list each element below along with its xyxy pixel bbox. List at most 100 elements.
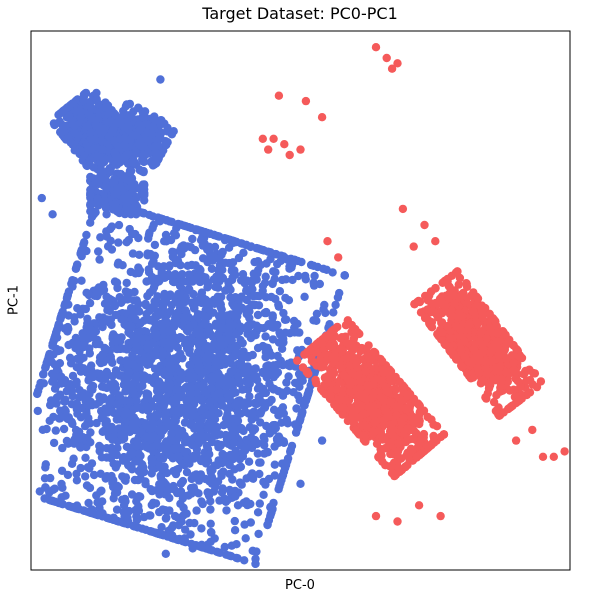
scatter-point-series-0 [101, 203, 111, 213]
scatter-point-series-0 [216, 351, 226, 360]
scatter-point-series-0 [157, 116, 166, 125]
scatter-point-series-0 [186, 483, 196, 493]
scatter-point-series-1 [323, 372, 332, 381]
scatter-point-series-0 [67, 386, 77, 396]
scatter-point-series-0 [125, 289, 134, 298]
scatter-point-series-0 [214, 274, 223, 283]
scatter-point-series-0 [138, 371, 148, 380]
scatter-point-series-0 [213, 459, 223, 468]
scatter-point-series-0 [268, 311, 277, 320]
scatter-point-series-0 [112, 400, 122, 409]
scatter-point-series-0 [146, 375, 155, 385]
scatter-point-series-1 [415, 407, 424, 417]
scatter-point-series-0 [163, 486, 172, 495]
scatter-point-series-1 [311, 375, 320, 385]
scatter-point-series-0 [112, 153, 122, 162]
scatter-point-series-0 [261, 332, 270, 341]
scatter-point-series-0 [83, 418, 92, 427]
scatter-point-series-0 [258, 245, 268, 255]
scatter-point-series-0 [246, 333, 256, 343]
scatter-point-series-0 [198, 499, 207, 509]
scatter-point-series-1 [403, 461, 412, 470]
scatter-point-series-0 [79, 353, 88, 362]
scatter-point-series-0 [255, 499, 264, 508]
scatter-point-series-0 [111, 310, 121, 320]
scatter-point-series-0 [197, 406, 206, 415]
scatter-point-series-0 [143, 291, 152, 301]
scatter-point-series-0 [218, 484, 227, 493]
scatter-point-series-0 [33, 386, 43, 396]
scatter-point-series-0 [197, 290, 206, 300]
scatter-point-series-1 [342, 354, 351, 363]
scatter-point-series-0 [278, 391, 288, 400]
scatter-point-series-0 [242, 285, 251, 294]
scatter-point-series-0 [220, 494, 229, 503]
scatter-point-series-0 [156, 453, 166, 462]
scatter-point-series-0 [85, 298, 95, 308]
scatter-point-series-0 [181, 306, 190, 315]
scatter-point-series-0 [107, 127, 117, 137]
scatter-point-series-0 [225, 394, 234, 404]
scatter-point-series-0 [301, 396, 311, 405]
scatter-point-series-0 [301, 275, 310, 284]
scatter-point-series-0 [96, 233, 105, 242]
scatter-point-series-0 [119, 295, 128, 305]
scatter-point-series-0 [107, 445, 116, 454]
scatter-point-series-0 [216, 303, 225, 312]
scatter-point-series-0 [213, 283, 223, 292]
scatter-point-series-0 [281, 275, 291, 284]
scatter-point-series-0 [180, 418, 190, 427]
scatter-point-series-1 [462, 279, 471, 288]
scatter-point-series-0 [262, 362, 271, 371]
scatter-point-series-0 [86, 398, 95, 407]
scatter-point-series-0 [207, 437, 217, 447]
scatter-point-series-0 [127, 448, 136, 458]
scatter-point-series-1 [369, 428, 378, 437]
scatter-point-series-0 [173, 464, 183, 474]
scatter-point-series-0 [154, 277, 164, 286]
scatter-point-series-0 [182, 468, 192, 477]
scatter-point-series-0 [125, 176, 135, 186]
scatter-point-series-0 [167, 533, 176, 542]
scatter-point-series-0 [189, 289, 198, 299]
scatter-point-series-0 [87, 361, 96, 370]
scatter-point-series-0 [133, 403, 142, 412]
scatter-point-series-0 [209, 339, 219, 348]
scatter-point-series-0 [270, 460, 279, 469]
scatter-point-series-0 [77, 276, 86, 285]
scatter-point-series-0 [122, 442, 132, 451]
points-layer [33, 43, 569, 568]
scatter-point-series-0 [154, 392, 164, 401]
scatter-point-series-0 [256, 260, 265, 270]
scatter-point-series-0 [274, 302, 284, 311]
scatter-point-series-0 [148, 223, 157, 233]
scatter-point-series-1 [401, 404, 411, 414]
scatter-point-series-0 [144, 230, 154, 240]
scatter-point-series-0 [230, 526, 240, 535]
scatter-point-series-0 [254, 529, 263, 539]
scatter-point-series-0 [270, 384, 279, 394]
scatter-point-series-0 [185, 323, 194, 332]
scatter-point-series-0 [175, 374, 184, 383]
scatter-point-series-0 [231, 492, 240, 501]
scatter-point-series-0 [129, 386, 138, 395]
scatter-point-series-0 [131, 269, 140, 278]
scatter-point-series-0 [110, 489, 120, 498]
scatter-point-series-0 [204, 324, 214, 334]
scatter-point-series-0 [263, 520, 272, 530]
scatter-point-series-0 [124, 235, 133, 245]
scatter-point-series-0 [72, 476, 82, 485]
scatter-point-series-1 [361, 367, 371, 376]
scatter-point-series-0 [141, 299, 150, 309]
scatter-point-series-0 [236, 424, 245, 434]
scatter-point-series-0 [243, 379, 253, 388]
scatter-point-series-0 [244, 304, 253, 314]
scatter-point-series-0 [310, 271, 319, 281]
scatter-point-series-0 [122, 321, 132, 331]
scatter-point-series-0 [91, 120, 101, 130]
scatter-point-series-0 [98, 411, 108, 421]
scatter-point-series-1 [325, 341, 334, 351]
scatter-point-series-0 [225, 469, 234, 479]
scatter-point-series-0 [149, 432, 159, 441]
scatter-point-series-0 [265, 398, 274, 407]
